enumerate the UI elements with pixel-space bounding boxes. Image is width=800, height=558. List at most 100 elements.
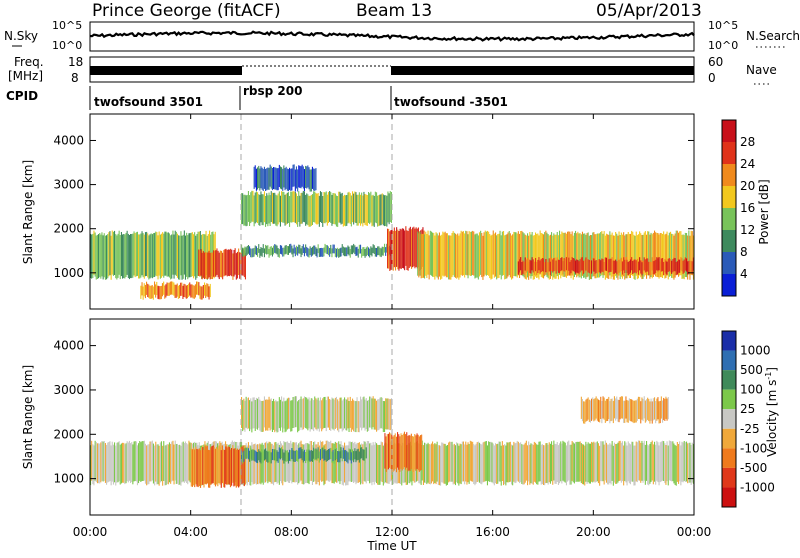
heatmap-cell (339, 444, 341, 485)
heatmap-cell (388, 228, 390, 269)
heatmap-cell (647, 444, 649, 485)
heatmap-cell (609, 231, 611, 276)
heatmap-cell (242, 193, 244, 225)
heatmap-cell (277, 193, 279, 225)
heatmap-cell (329, 448, 331, 460)
heatmap-cell (547, 262, 549, 276)
noise-trace (89, 30, 695, 42)
y-tick-label: 4000 (53, 339, 84, 353)
heatmap-cell (470, 231, 472, 276)
heatmap-cell (308, 167, 310, 190)
heatmap-cell (289, 244, 291, 253)
heatmap-cell (407, 435, 409, 472)
freq-label-line1: Freq. (14, 55, 44, 69)
heatmap-cell (570, 260, 572, 274)
heatmap-cell (104, 443, 106, 483)
heatmap-cell (249, 246, 251, 256)
heatmap-cell (316, 449, 318, 461)
heatmap-cell (219, 446, 221, 485)
colorbar-segment (722, 389, 736, 410)
heatmap-cell (519, 443, 521, 484)
noise-panel: N.Sky 10^5 10^0 10^5 10^0 N.Search (4, 19, 800, 52)
heatmap-cell (478, 442, 480, 483)
heatmap-cell (311, 194, 313, 225)
heatmap-cell (124, 444, 126, 485)
heatmap-cell (617, 399, 619, 422)
heatmap-cell (646, 258, 648, 272)
heatmap-cell (386, 398, 388, 430)
heatmap-cell (355, 247, 357, 256)
heatmap-cell (305, 397, 307, 429)
heatmap-cell (185, 285, 187, 299)
heatmap-cell (273, 192, 275, 224)
heatmap-cell (335, 448, 337, 460)
heatmap-cell (285, 450, 287, 462)
heatmap-cell (381, 246, 383, 256)
heatmap-cell (646, 399, 648, 422)
heatmap-cell (466, 444, 468, 485)
heatmap-cell (648, 231, 650, 276)
heatmap-cell (301, 192, 303, 224)
heatmap-cell (361, 399, 363, 431)
heatmap-cell (258, 194, 260, 226)
heatmap-cell (627, 232, 629, 277)
heatmap-cell (459, 443, 461, 484)
heatmap-cell (331, 248, 333, 258)
heatmap-cell (158, 286, 160, 300)
heatmap-cell (671, 233, 673, 278)
heatmap-cell (144, 284, 146, 299)
heatmap-cell (407, 231, 409, 271)
heatmap-cell (298, 448, 300, 460)
heatmap-cell (414, 434, 416, 470)
heatmap-cell (578, 261, 580, 275)
heatmap-cell (152, 233, 154, 278)
heatmap-cell (357, 248, 359, 258)
freq-block-1 (90, 66, 242, 75)
heatmap-cell (555, 444, 557, 484)
heatmap-cell (363, 191, 365, 223)
heatmap-cell (141, 231, 143, 276)
heatmap-cell (530, 234, 532, 279)
heatmap-cell (233, 250, 235, 277)
heatmap-cell (595, 260, 597, 274)
heatmap-cell (554, 443, 556, 484)
heatmap-cell (194, 232, 196, 277)
heatmap-cell (261, 194, 263, 226)
heatmap-cell (284, 442, 286, 483)
heatmap-cell (619, 397, 621, 420)
velocity-ylabel: Slant Range [km] (21, 365, 35, 469)
heatmap-cell (660, 441, 662, 482)
heatmap-cell (148, 235, 150, 280)
heatmap-cell (387, 228, 389, 269)
heatmap-cell (382, 401, 384, 432)
heatmap-cell (651, 440, 653, 481)
heatmap-cell (224, 449, 226, 488)
heatmap-cell (217, 448, 219, 487)
heatmap-cell (667, 445, 669, 486)
heatmap-cell (480, 230, 482, 275)
heatmap-cell (543, 445, 545, 485)
heatmap-cell (413, 226, 415, 267)
heatmap-cell (189, 282, 191, 296)
heatmap-cell (601, 441, 603, 482)
heatmap-cell (154, 232, 156, 277)
heatmap-cell (553, 440, 555, 481)
heatmap-cell (317, 193, 319, 224)
heatmap-cell (333, 399, 335, 431)
heatmap-cell (520, 442, 522, 483)
heatmap-cell (373, 245, 375, 254)
power-ylabel: Slant Range [km] (21, 160, 35, 264)
heatmap-cell (349, 193, 351, 224)
heatmap-cell (602, 259, 604, 273)
x-tick-label: 00:00 (73, 525, 108, 539)
heatmap-cell (260, 452, 262, 464)
heatmap-cell (381, 193, 383, 225)
colorbar-tick-label: 25 (740, 402, 755, 416)
heatmap-cell (365, 398, 367, 429)
heatmap-cell (249, 400, 251, 432)
heatmap-cell (301, 444, 303, 484)
heatmap-cell (90, 233, 92, 278)
heatmap-cell (165, 445, 167, 486)
heatmap-cell (560, 234, 562, 279)
